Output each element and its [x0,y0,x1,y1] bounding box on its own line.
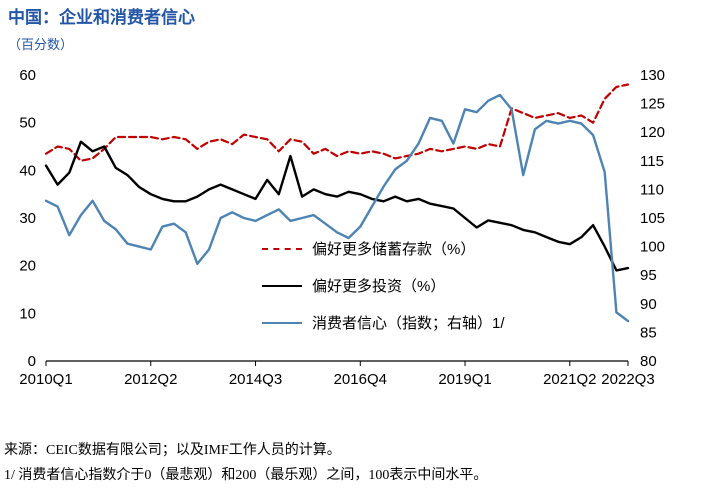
right-axis-tick-label: 105 [640,210,665,227]
chart-title: 中国：企业和消费者信心 [8,8,195,27]
right-axis-tick-label: 95 [640,268,657,285]
series-line-confidence [44,94,630,323]
legend-item-confidence: 消费者信心（指数；右轴）1/ [262,312,505,333]
right-axis-tick-label: 85 [640,325,657,342]
left-axis-tick-label: 50 [19,115,36,132]
chart-subtitle: （百分数） [8,37,74,53]
x-axis-tick-label: 2014Q3 [229,371,282,388]
red-dashed-line-icon [262,247,302,250]
left-axis-tick-label: 10 [19,306,36,323]
left-axis-tick-label: 20 [19,258,36,275]
right-axis-tick-label: 90 [640,296,657,313]
series-line-investment [44,140,630,272]
footer: 来源：CEIC数据有限公司；以及IMF工作人员的计算。 1/ 消费者信心指数介于… [4,439,705,484]
left-axis-tick-label: 0 [28,353,36,370]
x-axis-tick-label: 2019Q1 [438,371,491,388]
right-axis-tick-label: 125 [640,96,665,113]
chart-area: 0 10 20 30 40 50 60 80 85 90 95 100 105 110 115 120 125 1… [0,55,705,395]
x-axis-tick-label: 2022Q3 [601,371,654,388]
x-axis-tick-label: 2021Q2 [543,371,596,388]
legend-label-savings: 偏好更多储蓄存款（%） [312,241,476,259]
left-axis-tick-label: 40 [19,163,36,180]
blue-line-icon [262,321,302,324]
x-axis-tick-label: 2016Q4 [334,371,387,388]
footnote: 1/ 消费者信心指数介于0（最悲观）和200（最乐观）之间，100表示中间水平。 [4,468,488,484]
legend-label-investment: 偏好更多投资（%） [312,278,446,296]
right-axis-tick-label: 120 [640,125,665,142]
right-axis-tick-label: 80 [640,353,657,370]
right-axis-tick-label: 115 [640,153,664,170]
right-axis-tick-label: 100 [640,239,665,256]
legend-item-investment: 偏好更多投资（%） [262,275,505,296]
x-axis-tick-label: 2012Q2 [124,371,177,388]
right-axis-tick-label: 130 [640,67,665,84]
series-line-savings [44,83,630,163]
source-note: 来源：CEIC数据有限公司；以及IMF工作人员的计算。 [4,443,341,459]
right-axis-tick-label: 110 [640,182,664,199]
legend-label-confidence: 消费者信心（指数；右轴）1/ [312,315,505,333]
black-line-icon [262,284,302,287]
left-axis-tick-label: 30 [19,210,36,227]
x-axis-tick-label: 2010Q1 [19,371,72,388]
legend: 偏好更多储蓄存款（%） 偏好更多投资（%） 消费者信心（指数；右轴）1/ [262,238,505,349]
left-axis-tick-label: 60 [19,67,36,84]
legend-item-savings: 偏好更多储蓄存款（%） [262,238,505,259]
plot-svg: 0 10 20 30 40 50 60 80 85 90 95 100 105 110 115 120 125 1… [19,67,665,388]
